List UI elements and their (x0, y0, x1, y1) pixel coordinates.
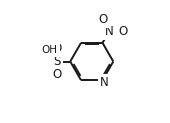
Text: O: O (118, 25, 128, 38)
Text: O: O (52, 42, 61, 55)
Text: N: N (100, 76, 108, 89)
Text: O: O (98, 13, 107, 26)
Text: O: O (52, 68, 61, 81)
Text: N: N (105, 25, 114, 38)
Text: OH: OH (42, 45, 58, 55)
Text: S: S (53, 55, 60, 68)
